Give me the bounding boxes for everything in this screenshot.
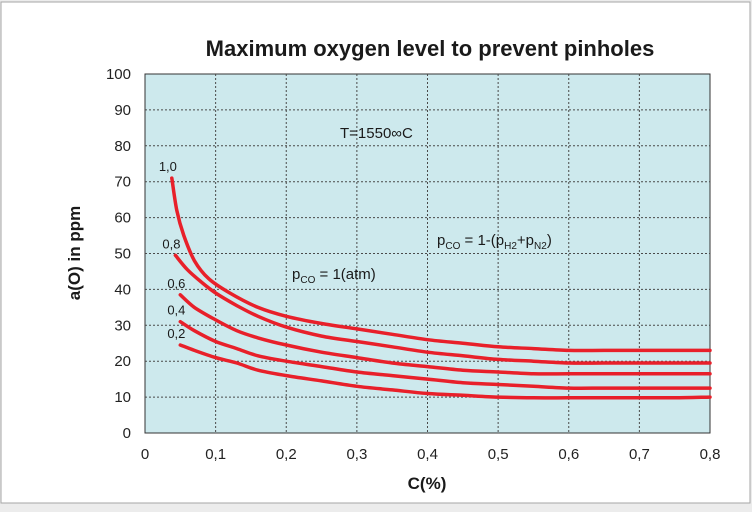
y-tick-label: 20 [114, 353, 131, 370]
y-tick-label: 100 [106, 66, 131, 83]
pco-formula-end: ) [547, 232, 552, 249]
series-label-0-4: 0,4 [167, 303, 185, 318]
pco-formula-mid: = 1-(p [460, 232, 504, 249]
series-label-0-2: 0,2 [167, 326, 185, 341]
x-tick-label: 0,5 [488, 446, 509, 463]
x-tick-label: 0,3 [346, 446, 367, 463]
pco-atm-annotation: pCO = 1(atm) [292, 266, 376, 286]
series-line-1-0 [170, 176, 712, 353]
y-axis-label: a(O) in ppm [65, 206, 84, 300]
x-tick-label: 0,2 [276, 446, 297, 463]
y-tick-label: 60 [114, 210, 131, 227]
y-tick-label: 10 [114, 389, 131, 406]
y-tick-label: 90 [114, 102, 131, 119]
chart-title: Maximum oxygen level to prevent pinholes [206, 36, 655, 61]
y-tick-label: 30 [114, 317, 131, 334]
x-tick-label: 0,1 [205, 446, 226, 463]
y-tick-label: 80 [114, 138, 131, 155]
series-line-0-2 [178, 343, 712, 400]
x-tick-label: 0,8 [700, 446, 721, 463]
series-line-0-8 [173, 253, 712, 365]
y-tick-label: 50 [114, 246, 131, 263]
x-axis-label: C(%) [408, 474, 447, 493]
y-tick-label: 40 [114, 281, 131, 298]
x-tick-label: 0,6 [558, 446, 579, 463]
x-tick-labels: 0 0,1 0,2 0,3 0,4 0,5 0,6 0,7 0,8 [141, 446, 721, 463]
pco-atm-co-sub: CO [300, 275, 315, 286]
pco-formula-annotation: pCO = 1-(pH2+pN2) [437, 232, 552, 252]
series-labels: 1,0 0,8 0,6 0,4 0,2 [159, 159, 186, 341]
series-label-0-6: 0,6 [167, 276, 185, 291]
temperature-annotation: T=1550∞C [340, 125, 413, 142]
pco-formula-plus: +p [517, 232, 534, 249]
pco-atm-rest: = 1(atm) [315, 266, 375, 283]
pco-formula-p: p [437, 232, 445, 249]
x-tick-label: 0,7 [629, 446, 650, 463]
pco-formula-h2-sub: H2 [504, 241, 517, 252]
series-label-0-8: 0,8 [162, 236, 180, 251]
pco-formula-n2-sub: N2 [534, 241, 547, 252]
pco-atm-p: p [292, 266, 300, 283]
y-tick-labels: 0 10 20 30 40 50 60 70 80 90 100 [106, 66, 131, 442]
x-tick-label: 0,4 [417, 446, 438, 463]
y-tick-label: 0 [123, 425, 131, 442]
series-label-1-0: 1,0 [159, 159, 177, 174]
series-curves [170, 176, 712, 400]
y-tick-label: 70 [114, 174, 131, 191]
series-line-0-6 [178, 293, 712, 376]
pco-formula-co-sub: CO [445, 241, 460, 252]
x-tick-label: 0 [141, 446, 149, 463]
series-line-0-4 [178, 319, 712, 390]
